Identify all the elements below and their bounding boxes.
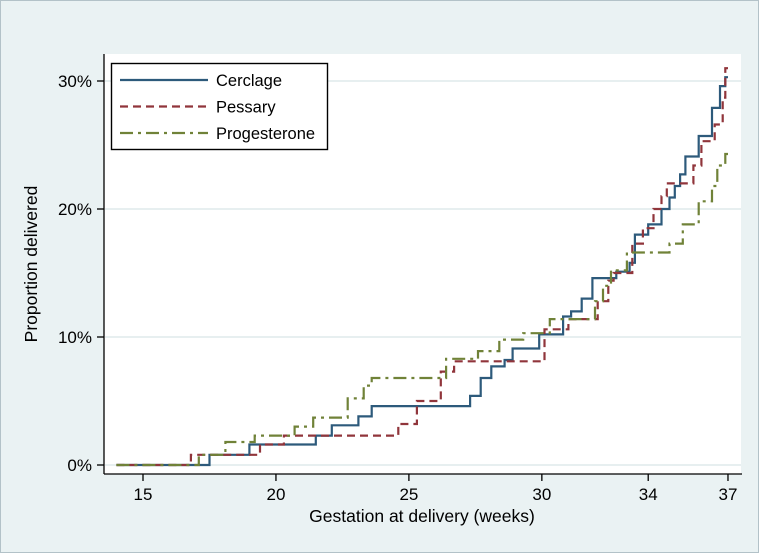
series-curve-cerclage [116,76,728,467]
y-axis-title: Proportion delivered [21,186,41,343]
step-curves [116,67,728,467]
y-axis-ticks: 0% 10% 20% 30% [58,72,104,475]
y-tick-label: 10% [58,328,92,347]
x-tick-label: 20 [266,485,285,504]
x-axis-ticks: 15 20 25 30 34 37 [134,474,738,504]
x-tick-label: 34 [639,485,658,504]
x-axis-title: Gestation at delivery (weeks) [309,506,535,526]
legend-label: Progesterone [216,125,315,143]
axes: 0% 10% 20% 30% 15 20 25 30 34 37 [58,54,742,504]
legend-box [110,62,329,151]
y-tick-label: 0% [67,456,92,475]
x-tick-label: 30 [532,485,551,504]
legend-item: Progesterone [120,125,315,143]
y-tick-label: 20% [58,200,92,219]
legend-item: Pessary [120,99,276,117]
y-tick-label: 30% [58,72,92,91]
legend-item: Cerclage [120,72,282,90]
x-tick-label: 25 [399,485,418,504]
x-tick-label: 15 [134,485,153,504]
legend: Cerclage Pessary Progesterone [110,62,329,151]
legend-label: Cerclage [216,72,282,90]
series-curve-progesterone [116,152,728,467]
x-tick-label: 37 [719,485,738,504]
legend-label: Pessary [216,99,276,117]
legend-items: Cerclage Pessary Progesterone [120,72,315,143]
